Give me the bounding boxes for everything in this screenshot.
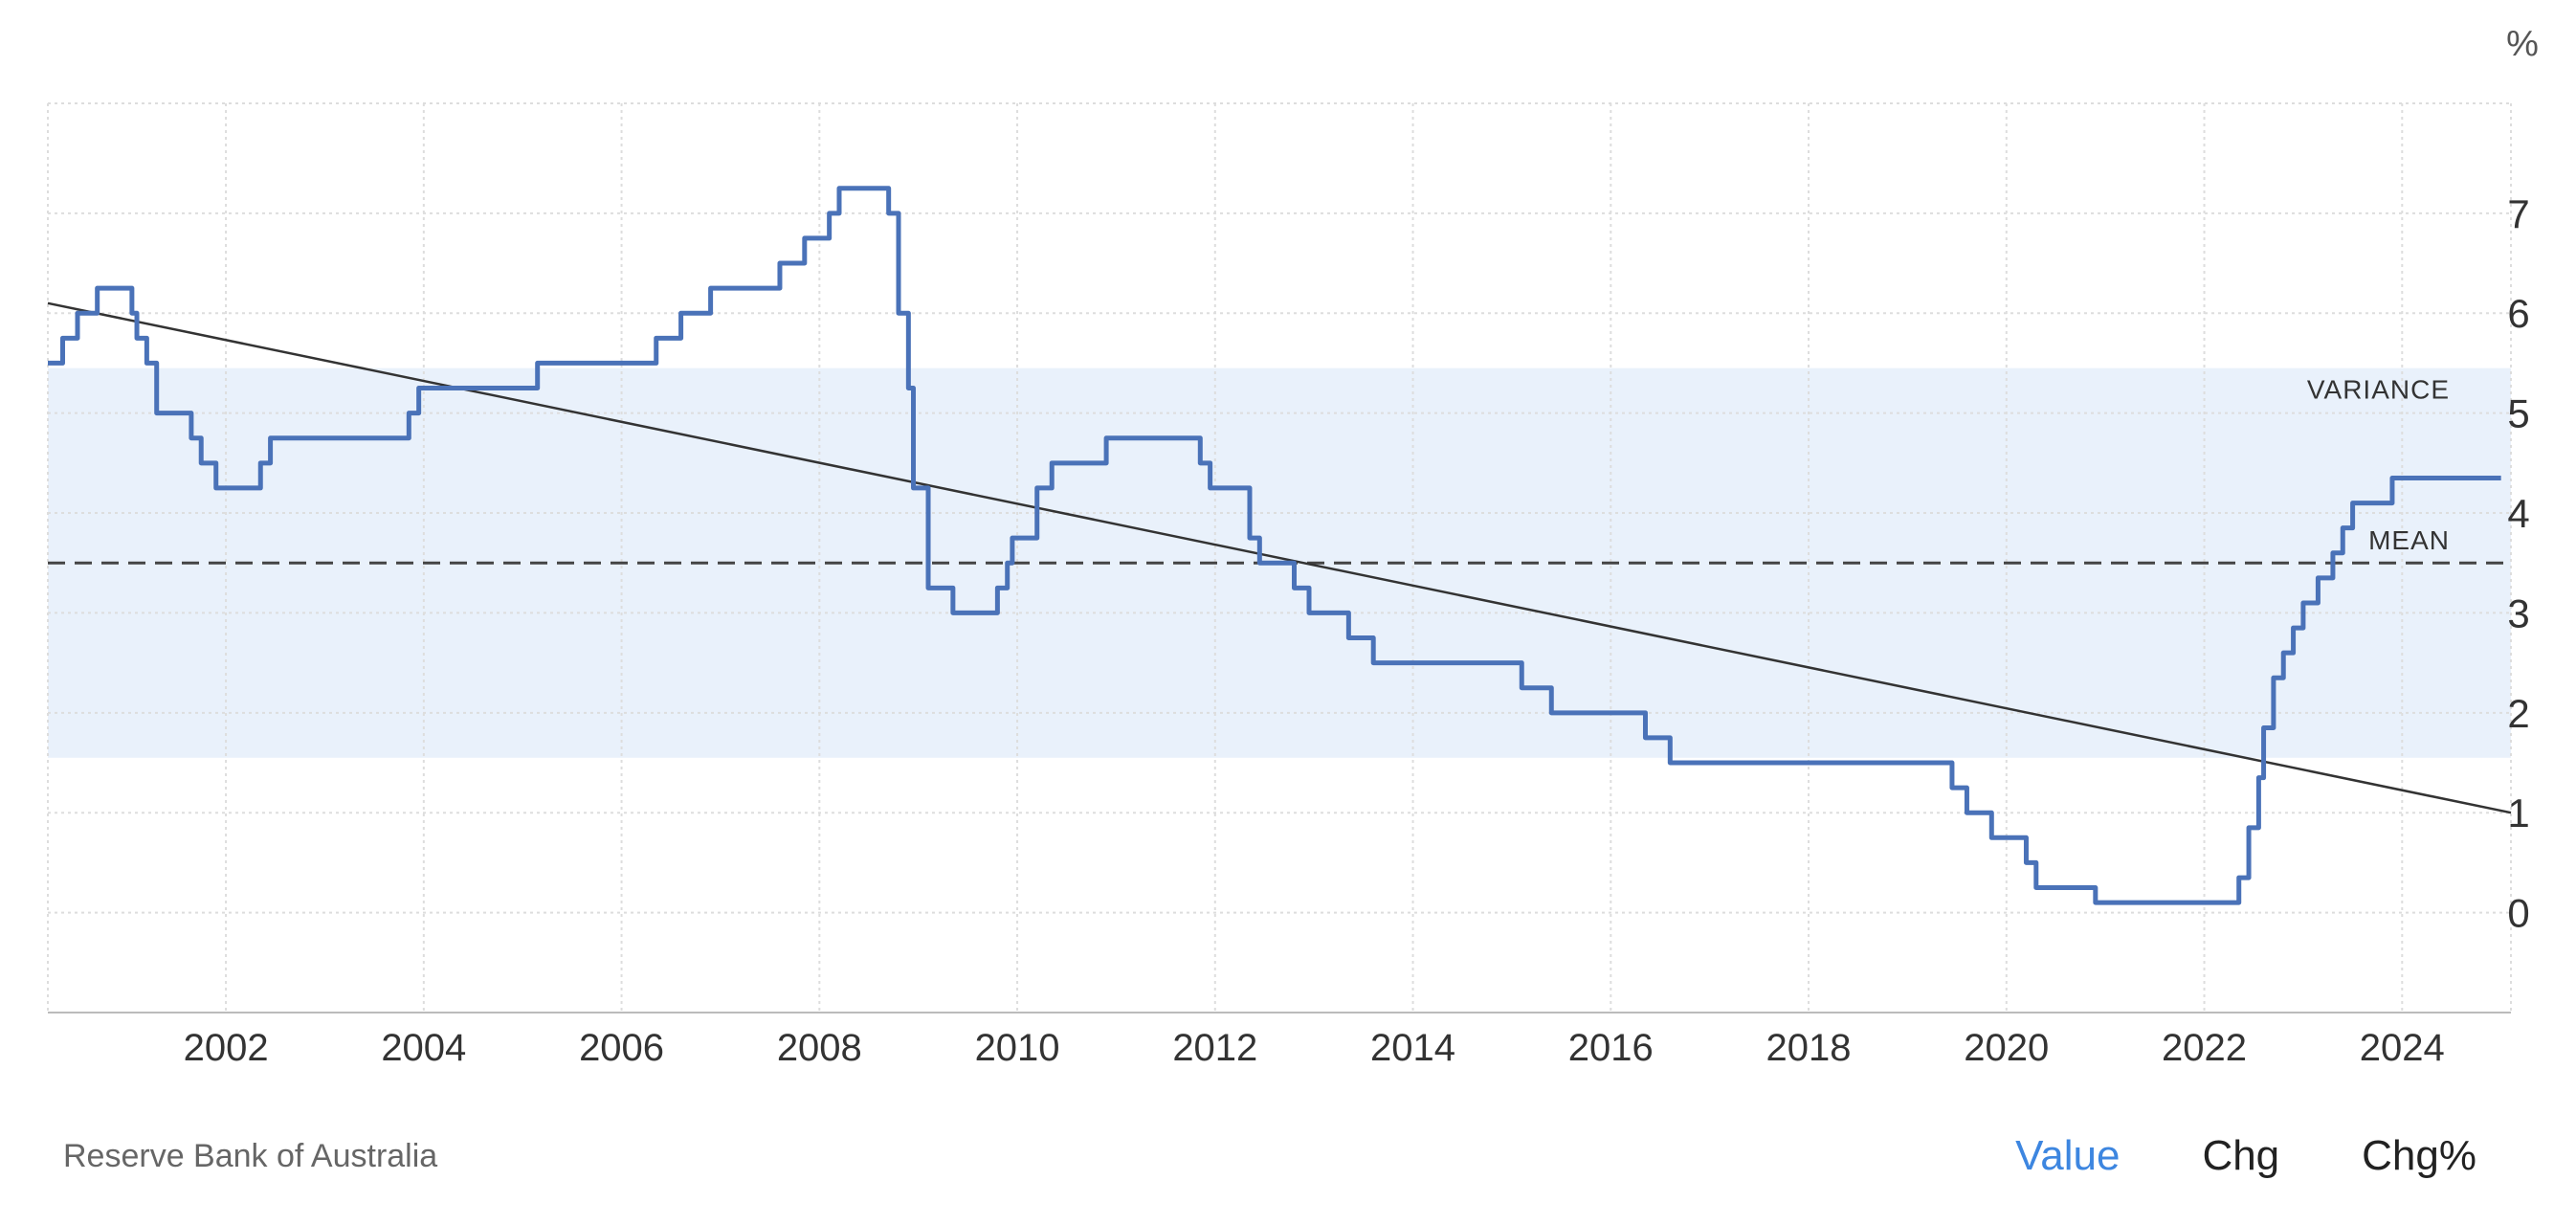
y-tick-label: 6 [2507,291,2529,336]
x-tick-label: 2018 [1766,1027,1852,1069]
y-axis-ticks: 0 1 2 3 4 5 6 7 [2507,191,2529,936]
x-tick-label: 2010 [975,1027,1060,1069]
x-tick-label: 2014 [1370,1027,1455,1069]
x-tick-label: 2012 [1172,1027,1257,1069]
series-line [48,186,2501,905]
grid-vertical [47,103,2512,1013]
tab-chg[interactable]: Chg [2202,1132,2280,1179]
y-tick-label: 1 [2507,791,2529,835]
tab-value[interactable]: Value [2015,1132,2121,1179]
unit-label: % [2506,24,2539,64]
x-tick-label: 2016 [1568,1027,1654,1069]
view-tabs: Value Chg Chg% [2015,1127,2476,1185]
x-tick-label: 2004 [381,1027,466,1069]
mean-label: MEAN [2368,525,2450,555]
x-tick-label: 2022 [2162,1027,2247,1069]
y-tick-label: 3 [2507,590,2529,635]
x-axis-ticks: 2002 2004 2006 2008 2010 2012 2014 2016 2018 2020… [184,1027,2445,1069]
x-tick-label: 2008 [777,1027,862,1069]
x-tick-label: 2024 [2360,1027,2445,1069]
x-tick-label: 2006 [579,1027,664,1069]
source-label: Reserve Bank of Australia [63,1137,438,1174]
y-tick-label: 4 [2507,491,2529,536]
grid-horizontal [48,102,2511,914]
y-tick-label: 2 [2507,691,2529,736]
y-tick-label: 5 [2507,391,2529,436]
variance-label: VARIANCE [2307,375,2450,405]
tab-chg-percent[interactable]: Chg% [2362,1132,2476,1179]
y-tick-label: 7 [2507,191,2529,236]
y-tick-label: 0 [2507,891,2529,936]
x-tick-label: 2020 [1964,1027,2049,1069]
x-tick-label: 2002 [184,1027,269,1069]
